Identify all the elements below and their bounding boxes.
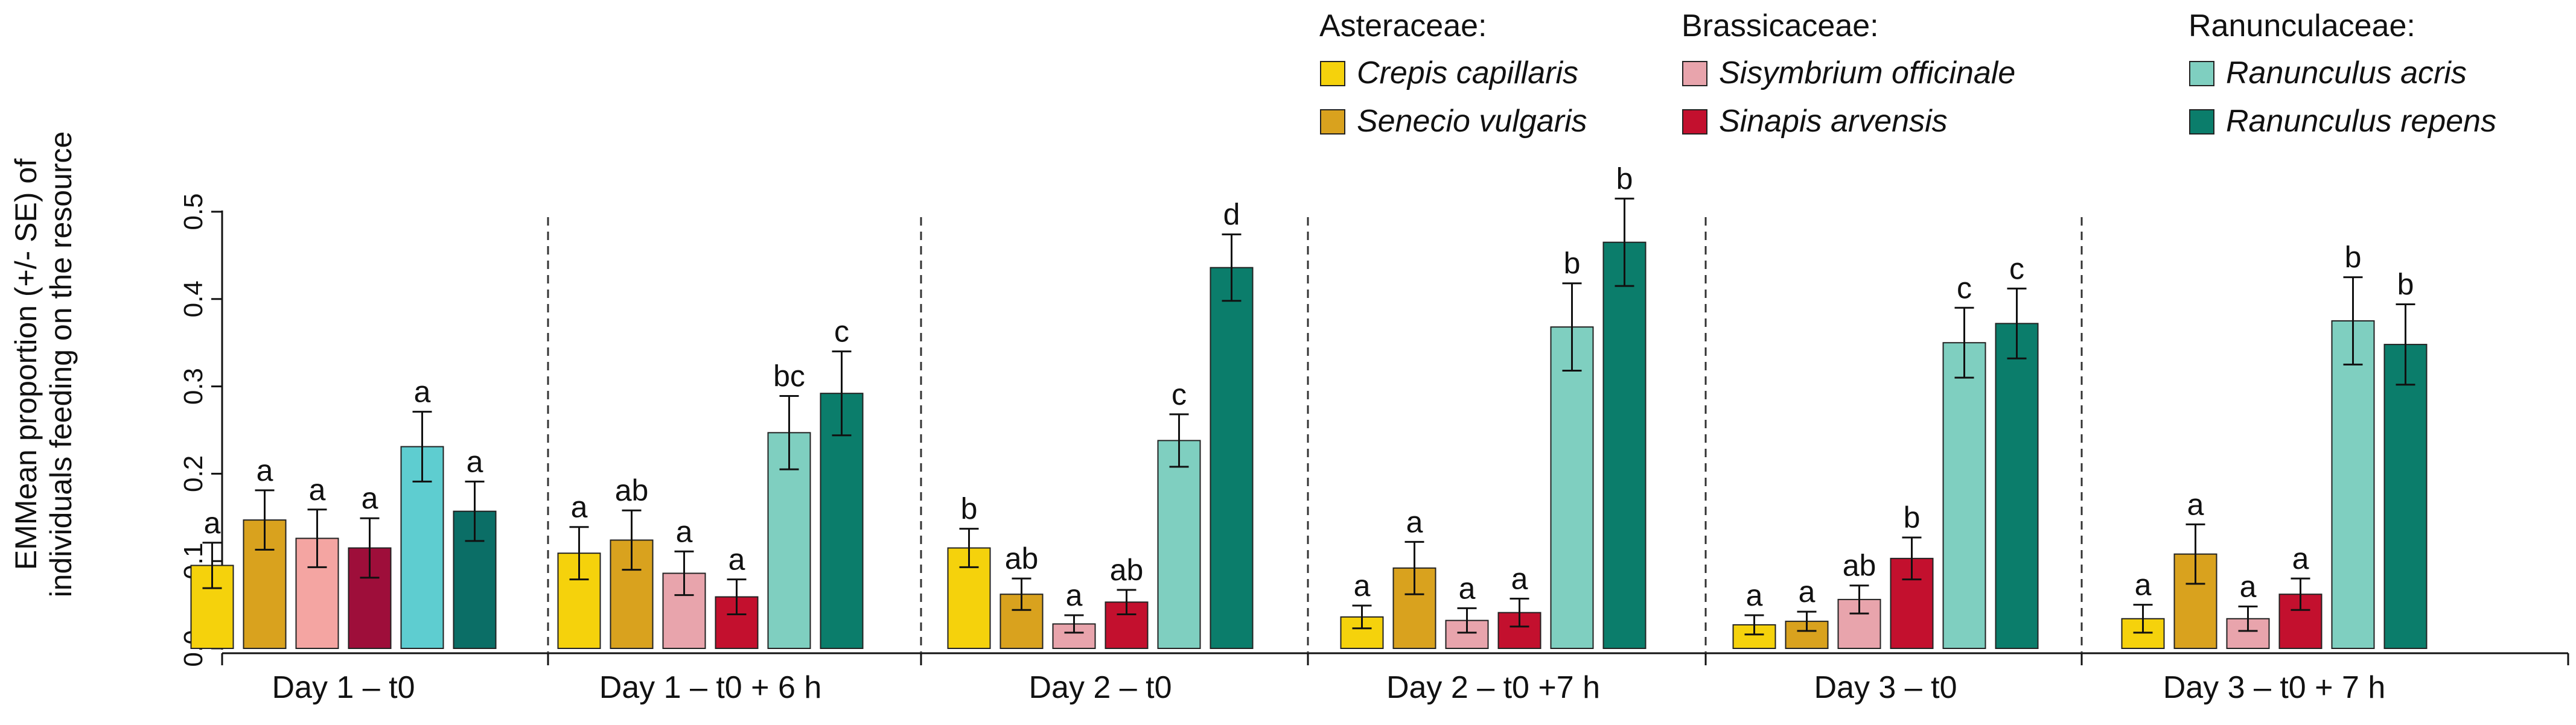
- significance-letter: a: [2187, 487, 2204, 521]
- x-group-label: Day 3 – t0: [1814, 670, 1957, 705]
- x-group-label: Day 3 – t0 + 7 h: [2163, 670, 2386, 705]
- bar: [2278, 594, 2323, 649]
- legend-species-label: Crepis capillaris: [1357, 55, 1578, 90]
- bar: [1942, 342, 1986, 649]
- bar: [1550, 326, 1594, 649]
- bar-group: a a a a b b: [1340, 162, 1647, 650]
- significance-letter: a: [571, 490, 588, 524]
- legend-swatch: [2189, 61, 2214, 86]
- bar-group: a a a a b b: [2121, 241, 2428, 650]
- legend-swatch: [1320, 109, 1345, 135]
- panel-separators: [547, 217, 2083, 653]
- legend-family-label: Brassicaceae:: [1682, 8, 1879, 43]
- significance-letter: a: [1066, 578, 1083, 612]
- y-axis-label: EMMean proportion (+/- SE) ofindividuals…: [9, 131, 78, 598]
- significance-letter: b: [1616, 162, 1633, 195]
- bar: [1210, 267, 1254, 649]
- bar: [1995, 323, 2039, 649]
- bar: [2383, 344, 2428, 649]
- significance-letter: a: [467, 445, 483, 478]
- legend-species-label: Sinapis arvensis: [1719, 104, 1948, 139]
- significance-letter: c: [834, 315, 849, 349]
- significance-letter: b: [1904, 501, 1921, 534]
- x-axis: Day 1 – t0 Day 1 – t0 + 6 h Day 2 – t0 Day …: [221, 652, 2569, 705]
- significance-letter: a: [257, 454, 273, 487]
- legend-swatch: [2189, 109, 2214, 135]
- legend-swatch: [1682, 61, 1707, 86]
- significance-letter: ab: [1110, 553, 1144, 587]
- significance-letter: a: [1511, 562, 1528, 595]
- y-axis-title-line: EMMean proportion (+/- SE) of: [9, 159, 43, 570]
- y-axis-title-line: individuals feeding on the resource: [44, 131, 78, 598]
- y-tick-label: 0.2: [179, 455, 208, 492]
- legend-species-label: Senecio vulgaris: [1357, 104, 1587, 139]
- legend-family-label: Asteraceae:: [1319, 8, 1487, 43]
- significance-letter: c: [1957, 271, 1972, 305]
- significance-letter: b: [2397, 267, 2414, 301]
- significance-letter: a: [1799, 575, 1816, 609]
- x-group-label: Day 1 – t0: [272, 670, 415, 705]
- significance-letter: b: [1564, 247, 1581, 280]
- legend: Asteraceae: Crepis capillaris Senecio vulg…: [1319, 8, 2496, 139]
- significance-letter: a: [2135, 568, 2152, 602]
- bar-group: a a a a a a: [190, 375, 497, 650]
- significance-letter: a: [309, 473, 326, 507]
- significance-letter: a: [1459, 571, 1476, 605]
- significance-letter: a: [1746, 578, 1763, 612]
- legend-family-label: Ranunculaceae:: [2189, 8, 2415, 43]
- legend-species-label: Sisymbrium officinale: [1719, 55, 2015, 90]
- significance-letter: a: [676, 514, 693, 548]
- y-tick-label: 0.5: [179, 193, 208, 230]
- significance-letter: ab: [1005, 542, 1039, 575]
- significance-letter: ab: [1843, 549, 1876, 583]
- legend-swatch: [1682, 109, 1707, 135]
- legend-swatch: [1320, 61, 1345, 86]
- significance-letter: a: [1354, 569, 1371, 603]
- significance-letter: a: [728, 543, 745, 577]
- x-group-label: Day 1 – t0 + 6 h: [599, 670, 822, 705]
- significance-letter: a: [204, 506, 221, 540]
- bar: [1157, 440, 1201, 649]
- y-axis-title: EMMean proportion (+/- SE) ofindividuals…: [9, 131, 78, 598]
- legend-species-label: Ranunculus acris: [2226, 55, 2467, 90]
- x-group-label: Day 2 – t0 +7 h: [1386, 670, 1600, 705]
- bar: [2331, 320, 2375, 649]
- significance-letter: d: [1223, 198, 1240, 232]
- x-group-label: Day 2 – t0: [1028, 670, 1172, 705]
- significance-letter: a: [362, 481, 378, 515]
- significance-letter: a: [414, 375, 431, 409]
- significance-letter: bc: [773, 359, 805, 393]
- significance-letter: b: [961, 492, 978, 526]
- significance-letter: a: [2240, 569, 2257, 603]
- significance-letter: b: [2345, 241, 2362, 274]
- y-tick-label: 0.3: [179, 368, 208, 405]
- significance-letter: a: [1406, 505, 1423, 539]
- significance-letter: c: [2009, 252, 2024, 285]
- y-tick-label: 0.4: [179, 280, 208, 317]
- bar: [1602, 241, 1647, 649]
- significance-letter: c: [1172, 378, 1187, 411]
- significance-letter: a: [2292, 542, 2309, 575]
- legend-species-label: Ranunculus repens: [2226, 104, 2496, 139]
- significance-letter: ab: [615, 473, 649, 507]
